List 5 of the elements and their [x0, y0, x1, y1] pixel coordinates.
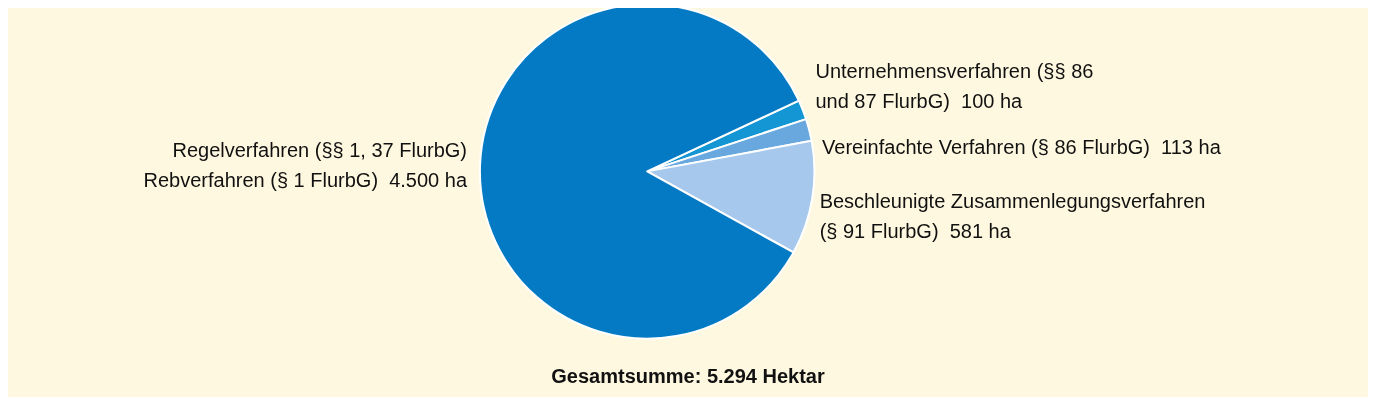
slice-label: Vereinfachte Verfahren (§ 86 FlurbG) 113 ha — [822, 136, 1222, 159]
text: Gesamtsumme: 5.294 Hektar — [551, 365, 825, 387]
slice-label: Unternehmensverfahren (§§ 86 und 87 FlurbG) 100 ha — [815, 60, 1094, 113]
slice-label: Regelverfahren (§§ 1, 37 FlurbG) Rebverfahren (§ 1 FlurbG) 4.500 ha — [143, 139, 468, 192]
slice-label: Beschleunigte Zusammenlegungsverfahren (§ 91 FlurbG) 581 ha — [819, 190, 1206, 243]
